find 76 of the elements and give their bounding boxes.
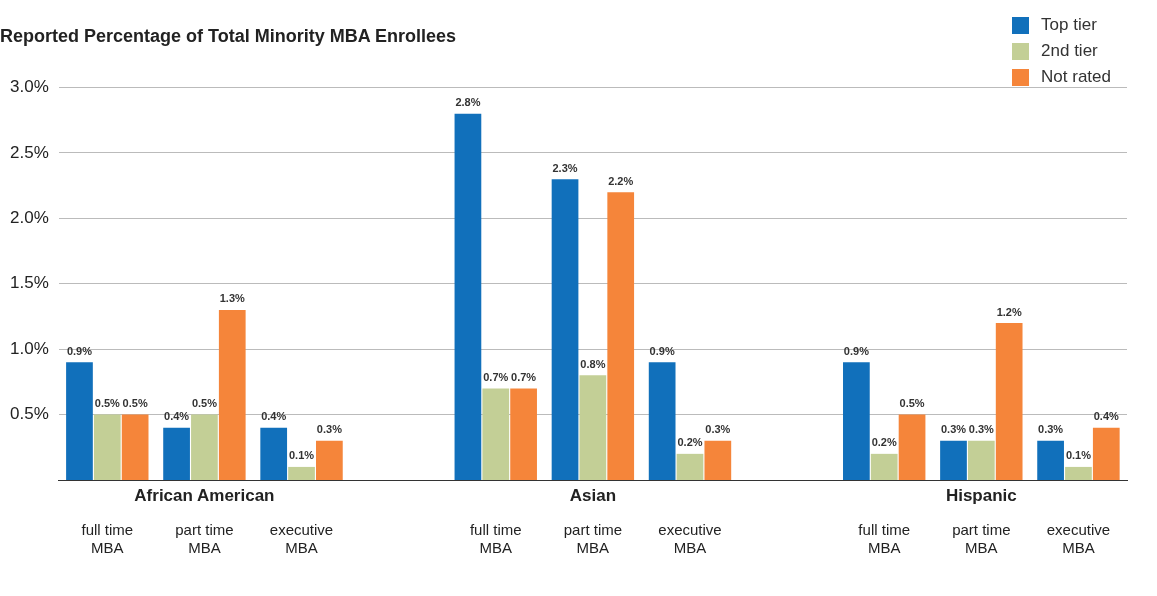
data-label: 0.4%: [261, 410, 287, 423]
data-label: 2.8%: [455, 96, 481, 109]
bar: [870, 453, 898, 480]
bar: [66, 362, 93, 480]
bar: [898, 414, 926, 480]
data-label: 0.5%: [94, 397, 121, 410]
bar: [191, 414, 218, 480]
bar: [454, 113, 482, 480]
y-tick-label: 3.0%: [10, 77, 49, 97]
data-label: 1.2%: [996, 305, 1022, 318]
data-label: 0.5%: [899, 397, 925, 410]
bar: [940, 440, 967, 480]
bar: [676, 453, 704, 480]
bar: [607, 192, 635, 480]
bar: [510, 388, 537, 480]
x-tick-label: executive MBA: [658, 521, 722, 557]
x-tick-label: executive MBA: [269, 521, 334, 557]
bar: [995, 323, 1023, 480]
data-label: 2.2%: [608, 174, 634, 187]
y-tick-label: 2.0%: [10, 208, 49, 228]
x-tick-label: part time MBA: [175, 521, 234, 557]
x-tick-label: part time MBA: [952, 521, 1011, 557]
y-tick-label: 0.5%: [10, 404, 49, 424]
data-label: 0.2%: [871, 436, 897, 449]
data-label: 0.3%: [705, 423, 731, 436]
bar: [967, 440, 995, 480]
chart-title: Reported Percentage of Total Minority MBA Enrollees: [0, 25, 457, 46]
bar: [704, 440, 732, 480]
data-label: 1.3%: [219, 292, 246, 305]
data-label: 0.3%: [1038, 423, 1064, 436]
x-tick-label: full time MBA: [858, 521, 911, 557]
legend-label: Not rated: [1041, 67, 1111, 87]
y-tick-label: 1.0%: [10, 338, 49, 358]
bar: [579, 375, 607, 480]
data-label: 0.3%: [968, 423, 995, 436]
bar: [1065, 466, 1092, 480]
data-label: 0.3%: [940, 423, 967, 436]
data-label: 0.9%: [649, 344, 675, 357]
data-label: 0.8%: [580, 357, 606, 370]
bar: [260, 427, 288, 480]
data-label: 0.7%: [483, 370, 509, 383]
data-label: 0.5%: [191, 397, 218, 410]
bar: [551, 179, 579, 480]
bar: [288, 466, 315, 480]
x-tick-label: full time MBA: [81, 521, 134, 557]
data-label: 0.1%: [1065, 449, 1092, 462]
x-tick-label: executive MBA: [1046, 521, 1111, 557]
data-label: 0.1%: [288, 449, 315, 462]
text: Hispanic: [945, 486, 1017, 506]
data-label: 0.4%: [1093, 410, 1120, 423]
bar: [121, 414, 149, 480]
bar: [482, 388, 510, 480]
bar: [163, 427, 190, 480]
legend-label: Top tier: [1041, 15, 1097, 35]
bar: [218, 309, 246, 480]
bar: [648, 362, 676, 480]
data-label: 0.9%: [843, 344, 870, 357]
bar: [1037, 440, 1064, 480]
text: Asian: [569, 486, 617, 506]
bar: [316, 440, 343, 480]
data-label: 0.3%: [316, 423, 343, 436]
data-label: 2.3%: [552, 161, 578, 174]
legend-label: 2nd tier: [1041, 41, 1098, 61]
bar: [93, 414, 121, 480]
text: African American: [134, 486, 275, 506]
bar: [843, 362, 870, 480]
y-tick-label: 1.5%: [10, 273, 49, 293]
x-tick-label: part time MBA: [563, 521, 623, 557]
data-label: 0.7%: [511, 370, 537, 383]
data-label: 0.9%: [66, 344, 93, 357]
data-label: 0.5%: [122, 397, 148, 410]
y-tick-label: 2.5%: [10, 142, 49, 162]
x-tick-label: full time MBA: [469, 521, 522, 557]
data-label: 0.4%: [164, 410, 190, 423]
bar: [1092, 427, 1120, 480]
data-label: 0.2%: [677, 436, 703, 449]
